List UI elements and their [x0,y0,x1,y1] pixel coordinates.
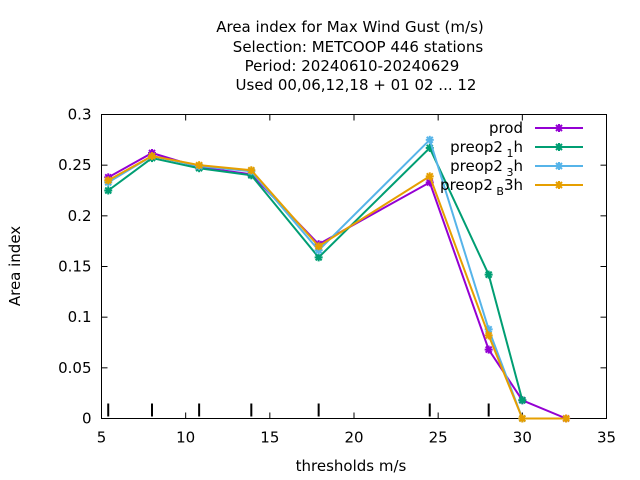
threshold-markers [107,403,490,417]
y-tick-label: 0.2 [68,207,92,225]
y-tick-label: 0.1 [68,308,92,326]
chart-title: Area index for Max Wind Gust (m/s) Selec… [216,18,484,94]
series-group [104,135,571,423]
series-point [425,135,434,144]
series-preop2_B3h [104,152,571,423]
legend-marker [555,162,563,170]
series-point [562,414,571,423]
y-tick-label: 0.15 [58,258,91,276]
y-tick-label: 0.05 [58,359,91,377]
series-point [484,345,493,354]
series-point [425,172,434,181]
y-tick-label: 0.3 [68,106,92,124]
legend-marker [555,124,563,132]
x-tick-label: 5 [97,429,107,447]
x-axis-label: thresholds m/s [296,457,407,475]
x-tick-label: 20 [344,429,363,447]
x-tick-label: 10 [176,429,195,447]
x-tick-label: 15 [260,429,279,447]
series-line [107,146,524,401]
series-point [314,253,323,262]
y-axis-label: Area index [6,226,24,306]
legend-label: preop2 3h [450,157,523,179]
series-point [314,242,323,251]
series-point [518,396,527,405]
title-line-3: Period: 20240610-20240629 [245,57,460,75]
legend-label: prod [489,119,523,137]
series-point [518,414,527,423]
legend-label: preop2 B3h [440,176,523,198]
legend-marker [555,143,563,151]
title-line-1: Area index for Max Wind Gust (m/s) [216,18,484,36]
y-tick-label: 0.25 [58,156,91,174]
title-line-2: Selection: METCOOP 446 stations [233,38,484,56]
x-tick-label: 35 [597,429,616,447]
series-point [484,331,493,340]
series-point [484,270,493,279]
x-tick-label: 30 [513,429,532,447]
series-point [104,176,113,185]
series-point [195,161,204,170]
y-tick-label: 0 [82,410,92,428]
legend-label: preop2 1h [450,138,523,160]
axes: 0 0.05 0.1 0.15 0.2 0.25 0.3 5 10 15 20 25 30 35 [58,106,616,447]
title-line-4: Used 00,06,12,18 + 01 02 ... 12 [236,76,477,94]
series-point [148,152,156,161]
x-tick-label: 25 [429,429,448,447]
legend-marker [555,181,563,189]
series-point [247,166,256,175]
series-point [104,186,113,195]
